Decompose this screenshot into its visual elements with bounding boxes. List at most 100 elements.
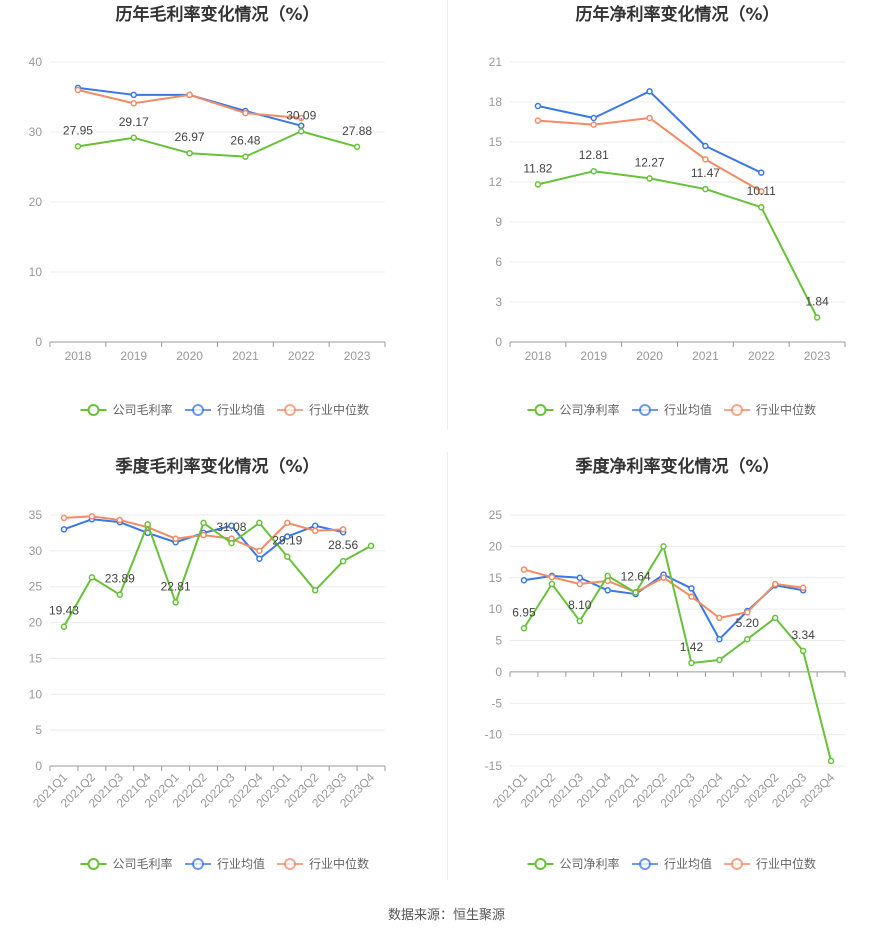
data-source: 数据来源：恒生聚源	[387, 908, 505, 923]
legend-marker-avg	[639, 858, 651, 870]
y-tick-label: 21	[489, 55, 503, 69]
data-point-company	[660, 543, 667, 550]
data-point-company	[646, 175, 653, 182]
x-tick-label: 2022	[288, 349, 315, 363]
legend-label-avg: 行业均值	[664, 402, 712, 417]
legend: 公司毛利率 行业均值 行业中位数	[80, 402, 369, 417]
legend-label-company: 公司净利率	[560, 856, 620, 871]
data-label: 12.81	[579, 148, 609, 162]
legend-marker-median	[731, 404, 743, 416]
x-tick-label: 2018	[525, 349, 552, 363]
x-tick-label: 2023	[344, 349, 371, 363]
y-tick-label: 35	[29, 508, 43, 522]
legend-marker-avg	[639, 404, 651, 416]
data-point-avg	[298, 122, 305, 129]
annual-net-margin-chart: 历年净利率变化情况（%） 0 3 6 9 12 15 18 21 2018 2019 2020 2021…	[447, 0, 893, 455]
chart-svg: 季度净利率变化情况（%）-15-10-505101520252021Q12021…	[485, 456, 846, 871]
y-tick-label: 15	[29, 651, 43, 665]
data-point-company	[311, 587, 319, 594]
legend: 公司毛利率 行业均值 行业中位数	[80, 856, 369, 871]
data-label: 5.20	[736, 616, 760, 630]
series-line-company	[537, 170, 818, 318]
data-point-company	[186, 149, 193, 157]
y-tick-label: 5	[35, 723, 42, 737]
data-point-avg	[520, 577, 528, 584]
data-point-company	[534, 181, 542, 188]
data-point-median	[576, 580, 584, 588]
data-point-company	[144, 521, 151, 528]
data-point-avg	[256, 555, 263, 562]
legend-label-company: 公司毛利率	[113, 856, 173, 871]
y-tick-label: 0	[495, 335, 502, 349]
y-tick-label: 3	[495, 295, 502, 309]
data-point-median	[311, 527, 319, 535]
data-point-median	[799, 584, 807, 592]
y-tick-label: 0	[35, 335, 42, 349]
data-point-company	[548, 580, 556, 588]
data-point-median	[172, 535, 179, 542]
legend-marker-avg	[192, 404, 204, 416]
quarterly-gross-margin-chart: 季度毛利率变化情况（%） 0 5 10 15 20 25 30 35 2021Q1 2021Q2 20…	[0, 452, 446, 907]
x-tick-label: 2023	[804, 349, 831, 363]
chart-title: 历年净利率变化情况（%）	[575, 4, 779, 25]
data-point-median	[744, 609, 751, 616]
x-tick-label: 2021	[692, 349, 719, 363]
data-point-median	[520, 566, 528, 573]
data-point-company	[228, 539, 235, 547]
data-point-company	[702, 185, 709, 193]
data-label: 3.34	[791, 628, 815, 642]
data-point-company	[200, 519, 207, 527]
data-point-median	[186, 91, 193, 99]
data-point-median	[116, 516, 124, 524]
data-label: 31.08	[216, 520, 246, 534]
data-point-median	[534, 117, 542, 124]
legend-label-median: 行业中位数	[309, 402, 369, 417]
data-point-company	[813, 314, 821, 321]
data-label: 10.11	[747, 184, 776, 198]
data-point-company	[116, 591, 124, 598]
series-line-company	[63, 521, 372, 628]
legend-label-median: 行业中位数	[309, 856, 369, 871]
data-label: 12.27	[635, 155, 665, 169]
data-point-median	[88, 513, 96, 520]
data-point-median	[548, 573, 556, 581]
chart-title: 季度毛利率变化情况（%）	[115, 456, 319, 477]
legend-marker-median	[284, 404, 296, 416]
data-label: 6.95	[512, 605, 536, 619]
vertical-divider-bottom	[447, 452, 448, 880]
chart-svg: 季度毛利率变化情况（%）051015202530352021Q12021Q220…	[29, 456, 386, 871]
data-point-company	[688, 659, 695, 667]
data-point-company	[771, 614, 779, 622]
series-line-company	[523, 545, 833, 762]
y-tick-label: 15	[489, 135, 503, 149]
data-point-company	[256, 519, 263, 527]
y-tick-label: 20	[29, 195, 43, 209]
data-point-company	[632, 589, 639, 596]
data-point-avg	[716, 635, 723, 643]
y-tick-label: 30	[29, 125, 43, 139]
data-point-median	[646, 114, 653, 122]
y-tick-label: 10	[489, 602, 503, 616]
data-point-company	[60, 623, 68, 630]
data-point-company	[520, 625, 528, 632]
data-point-company	[74, 143, 82, 150]
data-point-company	[88, 574, 96, 581]
data-point-company	[576, 617, 584, 625]
data-label: 26.48	[230, 134, 260, 148]
legend-marker-median	[284, 858, 296, 870]
data-point-median	[242, 109, 249, 117]
data-point-company	[799, 647, 807, 655]
data-label: 12.64	[621, 570, 651, 584]
data-label: 1.42	[680, 640, 704, 654]
y-tick-label: 10	[29, 687, 43, 701]
data-point-company	[604, 572, 611, 580]
data-point-company	[716, 656, 723, 664]
data-point-company	[284, 553, 291, 560]
y-tick-label: 0	[35, 759, 42, 773]
legend-marker-avg	[192, 858, 204, 870]
data-point-avg	[758, 169, 765, 176]
data-point-avg	[228, 522, 235, 530]
data-label: 27.88	[342, 124, 372, 138]
data-point-avg	[604, 587, 611, 594]
data-point-company	[242, 153, 249, 160]
